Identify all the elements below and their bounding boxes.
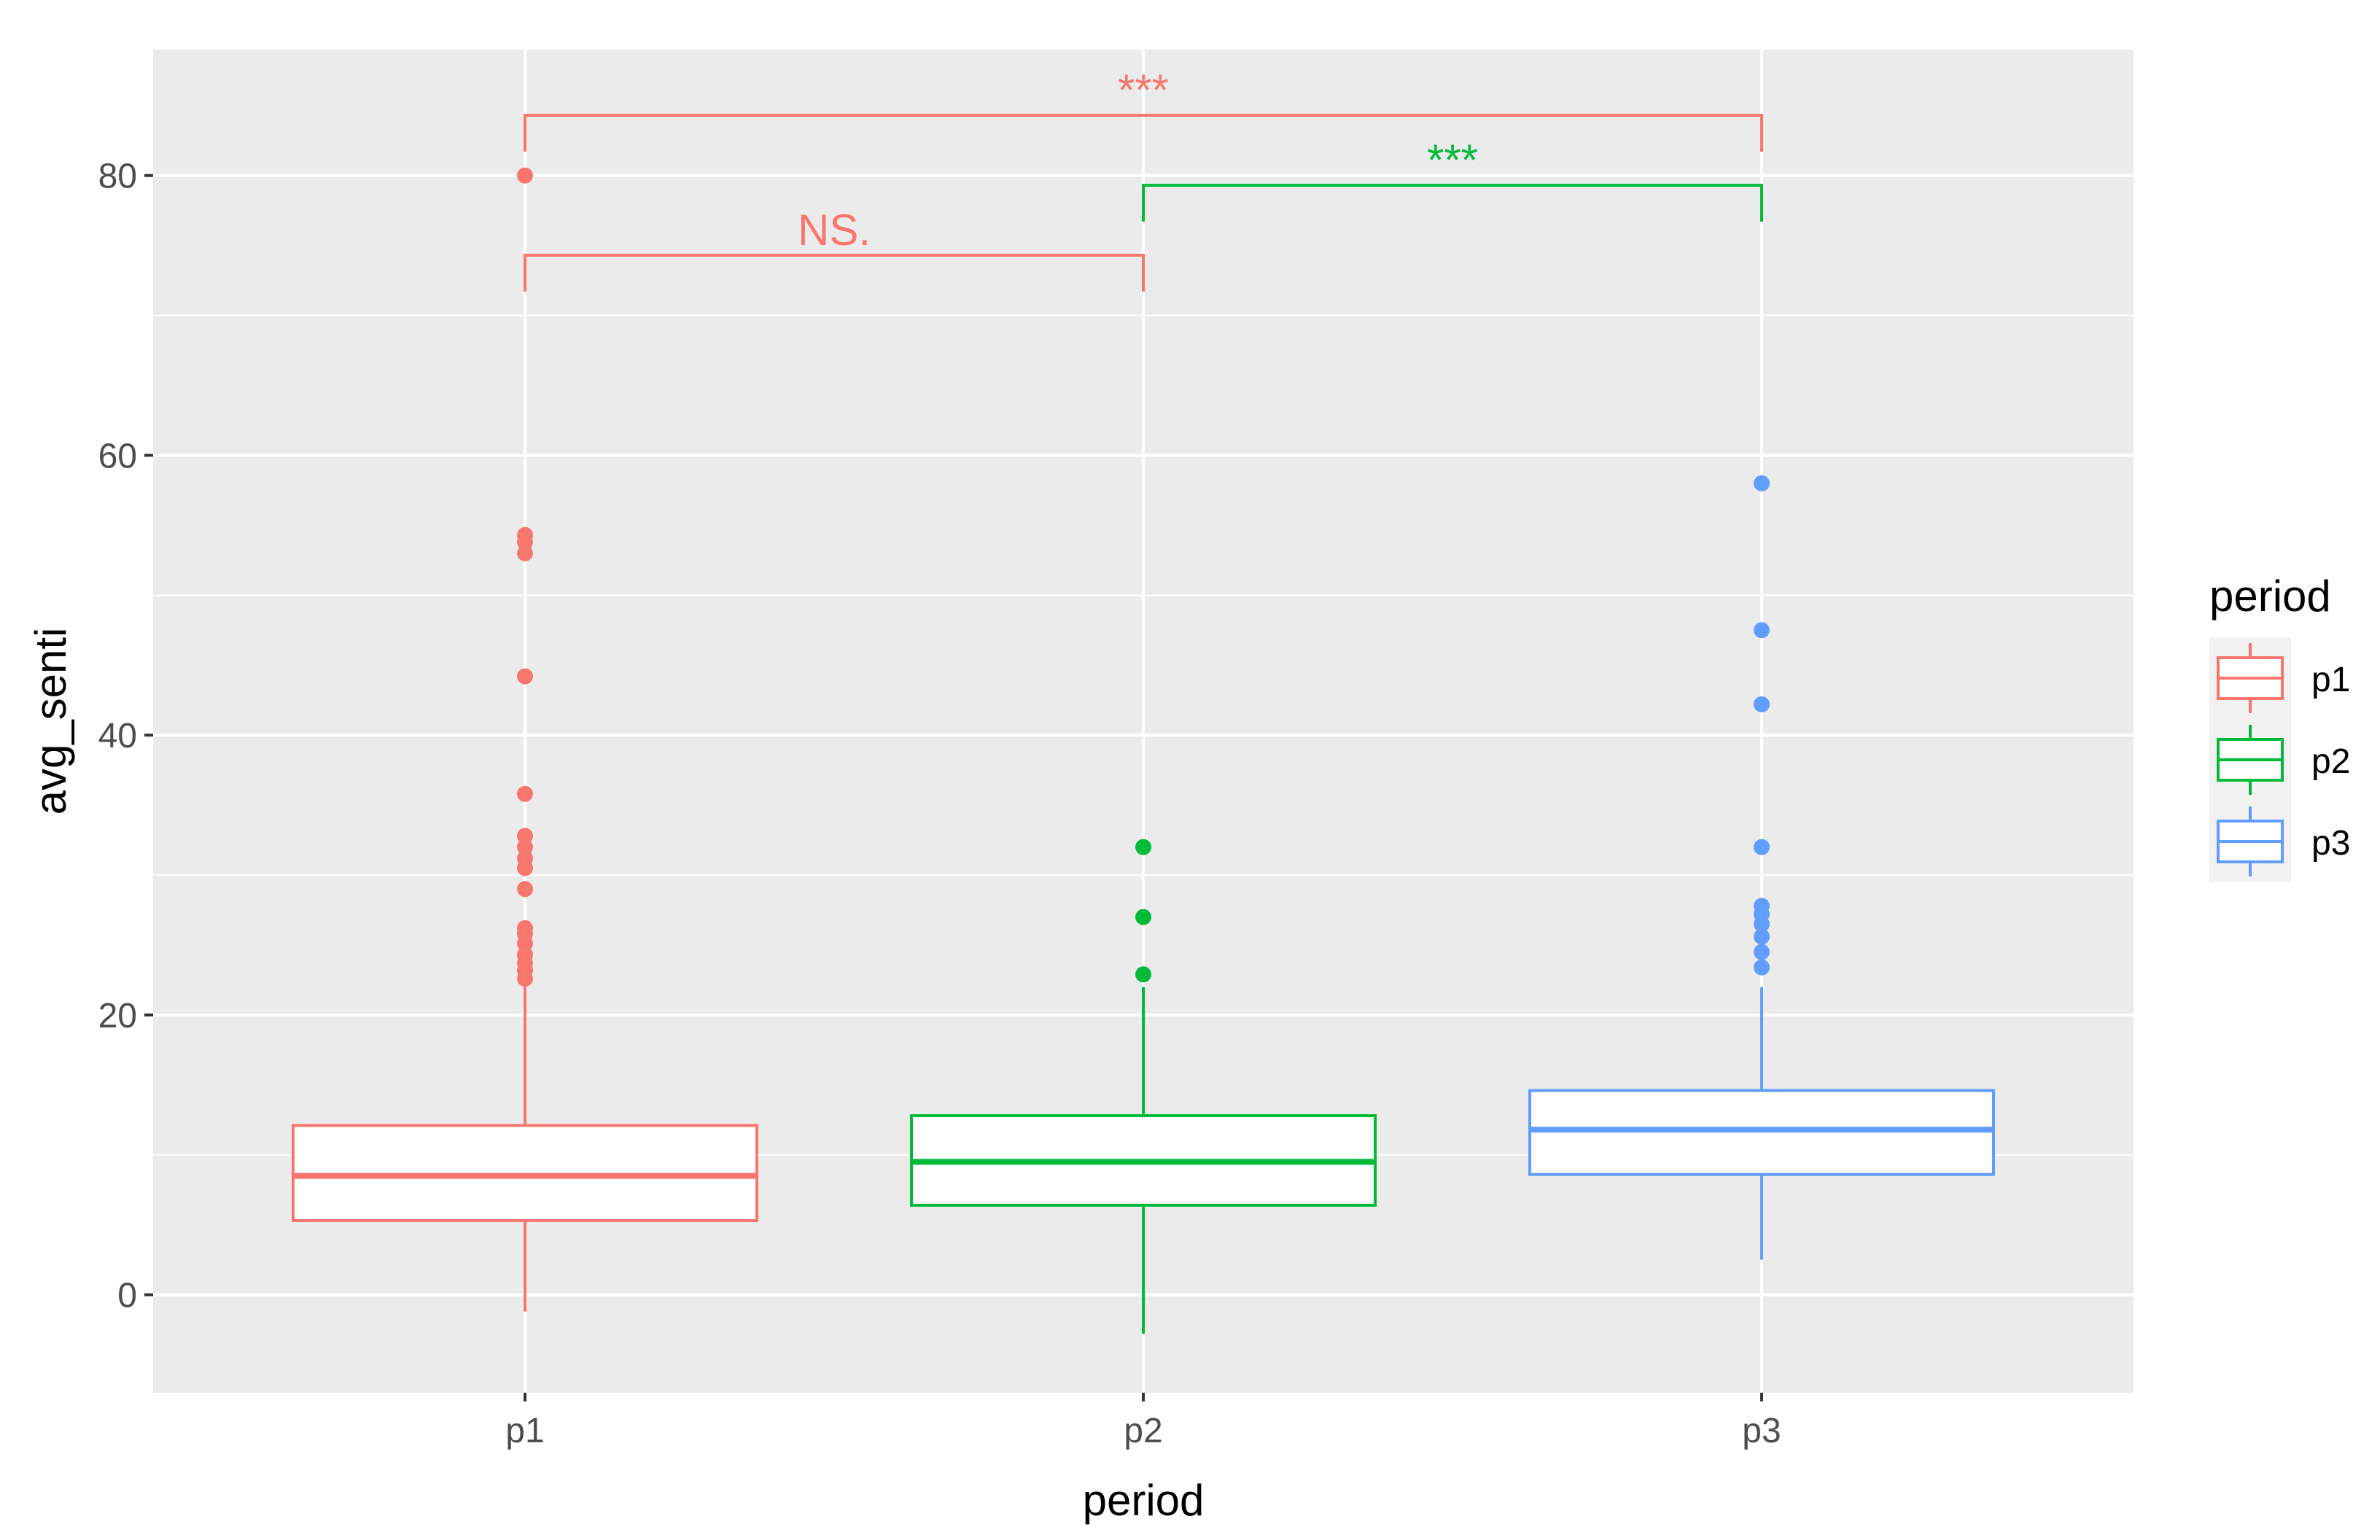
outlier-point [1754, 898, 1770, 914]
outlier-point [517, 828, 533, 844]
significance-bracket [524, 114, 1763, 152]
outlier-point [517, 919, 533, 936]
outlier-point [517, 850, 533, 867]
x-tick-label: p3 [1742, 1412, 1781, 1450]
outlier-point [1754, 839, 1770, 855]
box-p1 [292, 167, 758, 1312]
significance-bracket [524, 254, 1145, 292]
outlier-point [517, 526, 533, 543]
y-tick-label: 40 [98, 717, 137, 755]
x-axis-title: period [1083, 1476, 1205, 1525]
legend-label: p1 [2311, 661, 2350, 699]
outlier-point [517, 946, 533, 963]
box-p3 [1528, 475, 1995, 1260]
outlier-point [517, 167, 533, 184]
significance-bracket [1142, 184, 1763, 222]
box-layer [292, 167, 1995, 1334]
legend-item-p3: p3 [2209, 801, 2350, 882]
y-tick-label: 60 [98, 437, 137, 475]
y-axis: 0 20 40 60 80 [98, 158, 153, 1315]
y-tick-label: 20 [98, 997, 137, 1035]
y-axis-title: avg_senti [26, 628, 75, 815]
comparison-p1-p2: NS. [524, 206, 1145, 292]
outlier-point [517, 668, 533, 685]
significance-label: *** [1118, 66, 1169, 114]
x-axis: p1 p2 p3 [505, 1393, 1781, 1450]
outlier-point [1754, 622, 1770, 639]
outlier-point [517, 545, 533, 561]
legend-item-p1: p1 [2209, 637, 2350, 719]
comparison-p2-p3: *** [1142, 136, 1763, 222]
x-tick-label: p1 [505, 1412, 544, 1450]
y-tick-label: 0 [117, 1277, 137, 1315]
outlier-point [517, 881, 533, 898]
outlier-point [1135, 839, 1151, 855]
outlier-point [1754, 959, 1770, 976]
significance-label: NS. [798, 206, 871, 254]
y-tick-label: 80 [98, 158, 137, 196]
x-tick-label: p2 [1124, 1412, 1162, 1450]
outlier-point [1754, 696, 1770, 712]
legend-item-p2: p2 [2209, 719, 2350, 801]
comparison-p1-p3: *** [524, 66, 1763, 152]
legend-label: p2 [2311, 742, 2350, 781]
legend-title: period [2209, 572, 2331, 621]
outlier-point [517, 839, 533, 855]
significance-layer: NS. *** *** [524, 66, 1763, 292]
legend: period p1 p2 p3 [2209, 572, 2350, 882]
outlier-point [1754, 928, 1770, 945]
significance-label: *** [1427, 136, 1478, 184]
outlier-point [1754, 944, 1770, 960]
outlier-point [1135, 909, 1151, 925]
box-p2 [910, 839, 1377, 1334]
outlier-point [1135, 966, 1151, 983]
outlier-point [1754, 475, 1770, 491]
legend-label: p3 [2311, 824, 2350, 863]
outlier-point [517, 785, 533, 802]
